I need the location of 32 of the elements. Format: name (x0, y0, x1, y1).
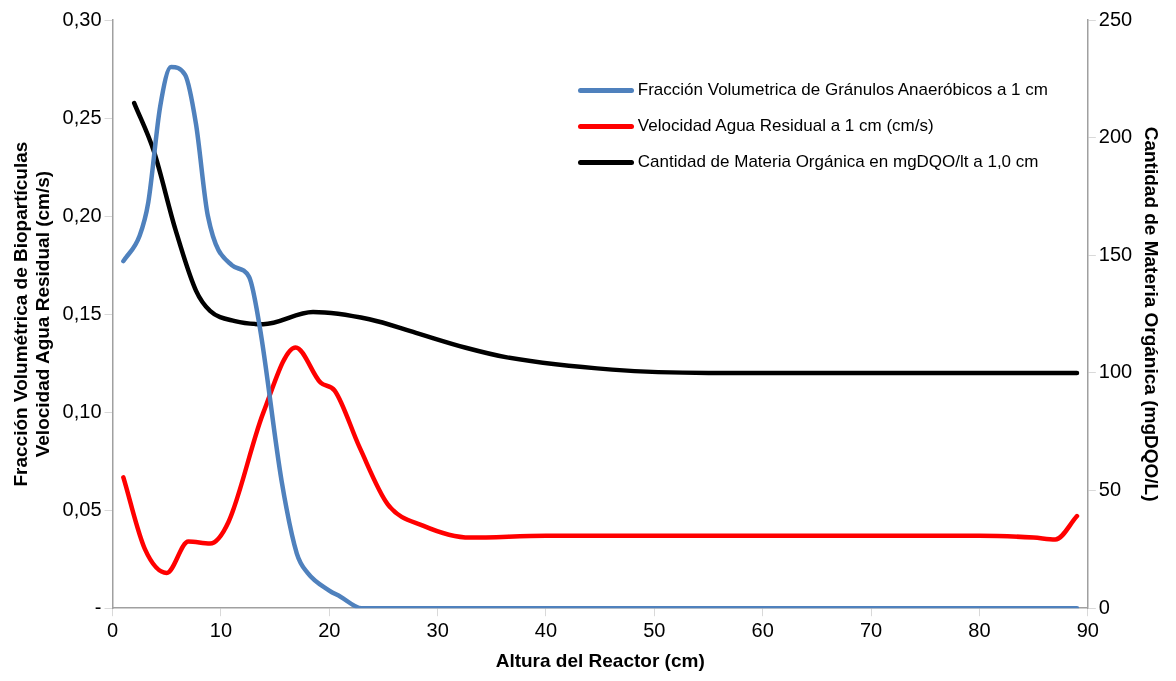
y-tick-label: - (94, 595, 102, 618)
y-tick-label: 0,25 (62, 105, 102, 128)
x-tick-label: 20 (318, 618, 341, 641)
x-tick-label: 0 (106, 618, 119, 641)
legend-label: Fracción Volumetrica de Gránulos Anaeróbicos a 1 cm (637, 80, 1048, 100)
y2-tick-label: 200 (1098, 125, 1133, 148)
x-tick-label: 10 (209, 618, 233, 641)
legend-label: Cantidad de Materia Orgánica en mgDQO/lt a 1,0 cm (637, 152, 1039, 172)
y-tick-label: 0,05 (62, 497, 102, 520)
x-tick-label: 60 (751, 618, 774, 641)
x-axis-title: Altura del Reactor (cm) (495, 649, 705, 671)
x-tick-label: 90 (1076, 618, 1099, 641)
line-series (121, 64, 1080, 609)
y2-tick-label: 100 (1098, 360, 1133, 383)
y2-tick-label: 250 (1098, 7, 1133, 30)
y-axis-title: Fracción Volumétrica de Biopartículas Velocidad Agua Residual (cm/s) (9, 141, 54, 487)
y-tick-label: 0,10 (62, 399, 102, 422)
line-series (121, 345, 1080, 576)
y2-tick-label: 150 (1098, 242, 1133, 265)
y-tick-label: 0,30 (62, 7, 102, 30)
x-tick-label: 40 (534, 618, 558, 641)
x-tick-label: 30 (426, 618, 449, 641)
x-tick-label: 50 (643, 618, 666, 641)
x-tick-label: 80 (968, 618, 991, 641)
line-series (131, 100, 1080, 376)
y-tick-label: 0,15 (62, 301, 102, 324)
y2-tick-label: 0 (1098, 595, 1110, 618)
legend-label: Velocidad Agua Residual a 1 cm (cm/s) (637, 116, 934, 136)
y2-tick-label: 50 (1098, 478, 1122, 501)
y-tick-label: 0,20 (62, 203, 102, 226)
y2-axis-title: Cantidad de Materia Orgánica (mgDQO/L) (1141, 126, 1163, 502)
x-tick-label: 70 (859, 618, 883, 641)
